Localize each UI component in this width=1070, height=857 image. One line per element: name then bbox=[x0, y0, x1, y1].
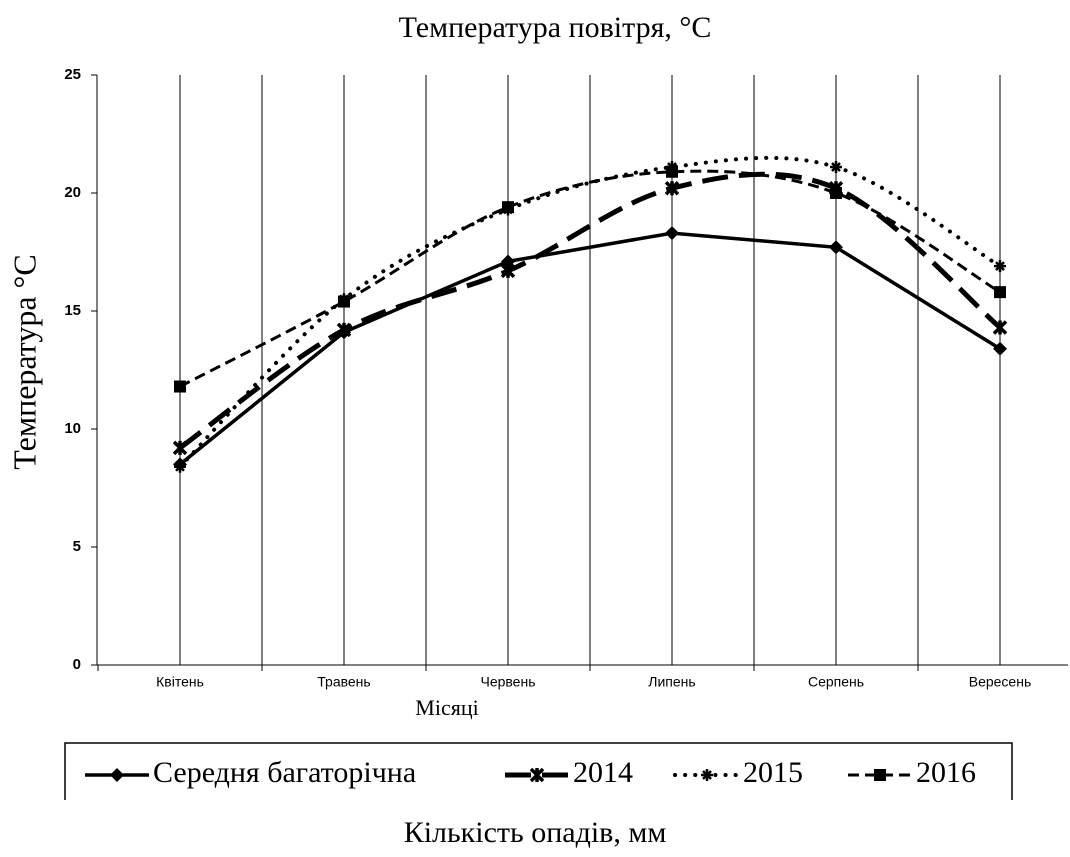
legend-label: 2015 bbox=[743, 756, 803, 789]
legend-label: Середня багаторічна bbox=[153, 756, 416, 789]
x-tick-label: Липень bbox=[648, 674, 695, 690]
marker bbox=[830, 187, 842, 199]
marker bbox=[992, 320, 1008, 335]
x-tick-label: Квітень bbox=[156, 674, 204, 690]
x-tick-label: Травень bbox=[317, 674, 370, 690]
marker bbox=[829, 240, 843, 255]
y-axis-label: Температура °C bbox=[6, 254, 42, 469]
marker bbox=[172, 440, 188, 456]
marker bbox=[666, 165, 678, 178]
legend-marker bbox=[529, 767, 545, 783]
marker bbox=[665, 226, 679, 241]
marker bbox=[500, 263, 516, 279]
x-tick-label: Вересень bbox=[969, 674, 1032, 690]
marker bbox=[174, 460, 186, 473]
y-tick-label: 10 bbox=[64, 420, 81, 437]
marker bbox=[830, 161, 842, 174]
footer-text: Кількість опадів, мм bbox=[404, 816, 667, 849]
legend-marker bbox=[110, 768, 124, 782]
x-axis-label: Місяці bbox=[415, 695, 478, 720]
marker bbox=[174, 380, 186, 393]
series-line bbox=[178, 231, 1001, 466]
series-line bbox=[179, 169, 1001, 388]
chart-title: Температура повітря, °C bbox=[399, 11, 712, 44]
y-tick-label: 15 bbox=[64, 302, 81, 319]
legend-marker bbox=[874, 769, 886, 781]
y-tick-label: 25 bbox=[64, 66, 81, 83]
marker bbox=[994, 260, 1006, 273]
y-tick-label: 0 bbox=[73, 656, 81, 673]
marker bbox=[994, 286, 1006, 299]
marker bbox=[664, 181, 680, 196]
y-tick-label: 5 bbox=[73, 538, 81, 555]
x-tick-label: Серпень bbox=[808, 674, 864, 690]
legend-marker bbox=[701, 769, 713, 781]
y-tick-label: 20 bbox=[64, 184, 81, 201]
x-tick-label: Червень bbox=[481, 674, 536, 690]
marker bbox=[502, 201, 514, 214]
series-line bbox=[178, 155, 1002, 469]
legend-label: 2016 bbox=[916, 756, 976, 789]
marker bbox=[336, 322, 352, 338]
marker bbox=[993, 341, 1007, 356]
legend-label: 2014 bbox=[573, 756, 633, 789]
legend-box bbox=[64, 742, 1013, 800]
marker bbox=[338, 295, 350, 308]
